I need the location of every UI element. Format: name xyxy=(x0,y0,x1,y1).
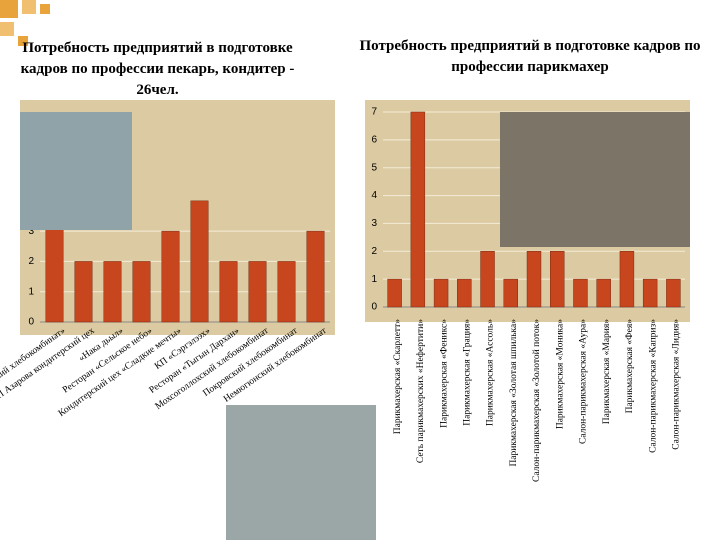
bar xyxy=(410,111,426,308)
chart-title: Потребность предприятий в подготовке кад… xyxy=(359,38,701,75)
y-tick-label: 7 xyxy=(371,107,377,118)
x-tick-label: Парикмахерская «Ассоль» xyxy=(486,319,496,426)
bar xyxy=(277,261,296,323)
bar xyxy=(103,261,122,323)
y-tick-label: 3 xyxy=(28,226,34,237)
bar xyxy=(248,261,267,323)
x-tick-label: Парикмахерская «Золотая шпилька» xyxy=(509,319,519,467)
bar xyxy=(457,278,472,308)
photo xyxy=(20,112,132,230)
bar xyxy=(642,278,658,308)
x-tick-label: Салон-парикмахерская «Каприз» xyxy=(648,319,658,453)
bar xyxy=(190,200,209,323)
y-tick-label: 2 xyxy=(28,256,34,267)
bar xyxy=(480,251,495,308)
y-tick-label: 0 xyxy=(28,317,34,328)
x-tick-label: Парикмахерская «Фея» xyxy=(625,319,635,414)
bar xyxy=(74,261,93,323)
bar xyxy=(219,261,238,323)
x-tick-label: Парикмахерская «Феникс» xyxy=(439,319,449,428)
y-tick-label: 0 xyxy=(371,302,377,313)
bar xyxy=(596,278,611,308)
y-tick-label: 3 xyxy=(371,218,377,229)
y-tick-label: 1 xyxy=(28,286,34,297)
y-tick-label: 1 xyxy=(371,274,377,285)
x-tick-label: Парикмахерская «Грация» xyxy=(462,319,472,426)
bar xyxy=(503,278,518,308)
decor xyxy=(18,36,28,46)
bar xyxy=(132,261,151,323)
decor xyxy=(0,0,18,18)
x-tick-label: Парикмахерская «Моника» xyxy=(555,319,565,429)
x-tick-label: Парикмахерская «Скарлетт» xyxy=(393,319,403,434)
y-tick-label: 4 xyxy=(371,190,377,201)
decor xyxy=(22,0,36,14)
bar xyxy=(306,230,325,323)
x-tick-label: Парикмахерская «Мария» xyxy=(602,319,612,424)
bar xyxy=(666,278,681,308)
y-tick-label: 2 xyxy=(371,246,377,257)
bar xyxy=(161,230,180,323)
bar xyxy=(550,251,565,308)
bar xyxy=(433,278,449,308)
photo xyxy=(500,112,690,247)
photo xyxy=(226,405,376,540)
y-tick-label: 6 xyxy=(371,134,377,145)
x-tick-label: Сеть парикмахерских «Нефертити» xyxy=(415,319,426,463)
bar xyxy=(573,278,588,308)
x-tick-label: Салон-парикмахерская «Аура» xyxy=(579,319,589,444)
x-tick-label: Салон-парикмахерская «Золотой поток» xyxy=(531,319,542,482)
chart-title: Потребность предприятий в подготовке кад… xyxy=(20,40,295,98)
bar xyxy=(387,278,402,308)
y-tick-label: 5 xyxy=(371,162,377,173)
decor xyxy=(40,4,50,14)
bar xyxy=(526,251,542,308)
bar xyxy=(619,251,635,308)
decor xyxy=(0,22,14,36)
x-tick-label: Салон-парикмахерская «Лидия» xyxy=(672,319,682,450)
